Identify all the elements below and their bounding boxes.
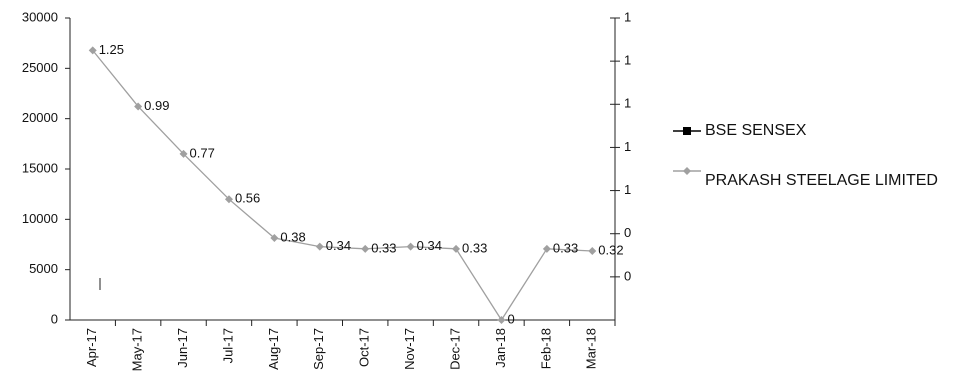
y2-tick-label: 0 xyxy=(624,225,631,240)
data-label: 0.32 xyxy=(598,242,623,257)
point xyxy=(361,244,370,253)
point xyxy=(179,149,188,158)
data-label: 0.77 xyxy=(190,145,215,160)
point xyxy=(406,242,415,251)
data-label: 0.56 xyxy=(235,191,260,206)
y2-tick-label: 1 xyxy=(624,139,631,154)
x-tick-label: Aug-17 xyxy=(266,328,281,370)
data-label: 0.34 xyxy=(326,238,351,253)
x-tick-label: Dec-17 xyxy=(447,328,462,370)
x-tick-label: Feb-18 xyxy=(538,328,553,369)
x-tick-label: Mar-18 xyxy=(584,328,599,369)
x-tick-label: Oct-17 xyxy=(357,328,372,367)
y2-tick-label: 1 xyxy=(624,9,631,24)
y-tick-label: 25000 xyxy=(22,60,58,75)
x-tick-label: May-17 xyxy=(130,328,145,371)
point xyxy=(270,234,279,243)
data-label: 0 xyxy=(507,311,514,326)
y-tick-label: 15000 xyxy=(22,160,58,175)
x-tick-label: Jan-18 xyxy=(493,328,508,368)
data-label: 0.34 xyxy=(417,238,442,253)
y2-tick-label: 1 xyxy=(624,96,631,111)
data-label: 0.33 xyxy=(553,240,578,255)
y2-tick-label: 1 xyxy=(624,53,631,68)
point xyxy=(497,316,506,324)
x-tick-label: Nov-17 xyxy=(402,328,417,370)
y-tick-label: 5000 xyxy=(29,261,58,276)
data-label: 0.33 xyxy=(371,240,396,255)
x-tick-label: Sep-17 xyxy=(311,328,326,370)
y-tick-label: 30000 xyxy=(22,9,58,24)
legend-label: PRAKASH STEELAGE LIMITED xyxy=(705,172,938,189)
y-tick-label: 0 xyxy=(51,311,58,326)
point xyxy=(224,195,233,204)
point xyxy=(315,242,324,251)
x-tick-label: Jul-17 xyxy=(220,328,235,363)
y-tick-label: 20000 xyxy=(22,110,58,125)
point xyxy=(588,246,597,255)
data-label: 0.33 xyxy=(462,240,487,255)
point xyxy=(452,244,461,253)
data-label: 0.99 xyxy=(144,98,169,113)
data-label: 1.25 xyxy=(99,42,124,57)
y-tick-label: 10000 xyxy=(22,211,58,226)
point xyxy=(134,102,143,111)
series-line xyxy=(92,49,593,322)
legend-marker xyxy=(683,127,691,135)
y2-tick-label: 0 xyxy=(624,268,631,283)
data-label: 0.38 xyxy=(280,229,305,244)
point xyxy=(88,46,97,55)
legend-label: BSE SENSEX xyxy=(705,122,807,139)
x-tick-label: Apr-17 xyxy=(84,328,99,367)
legend-marker xyxy=(683,167,691,175)
point xyxy=(542,244,551,253)
x-tick-label: Jun-17 xyxy=(175,328,190,368)
y2-tick-label: 1 xyxy=(624,182,631,197)
